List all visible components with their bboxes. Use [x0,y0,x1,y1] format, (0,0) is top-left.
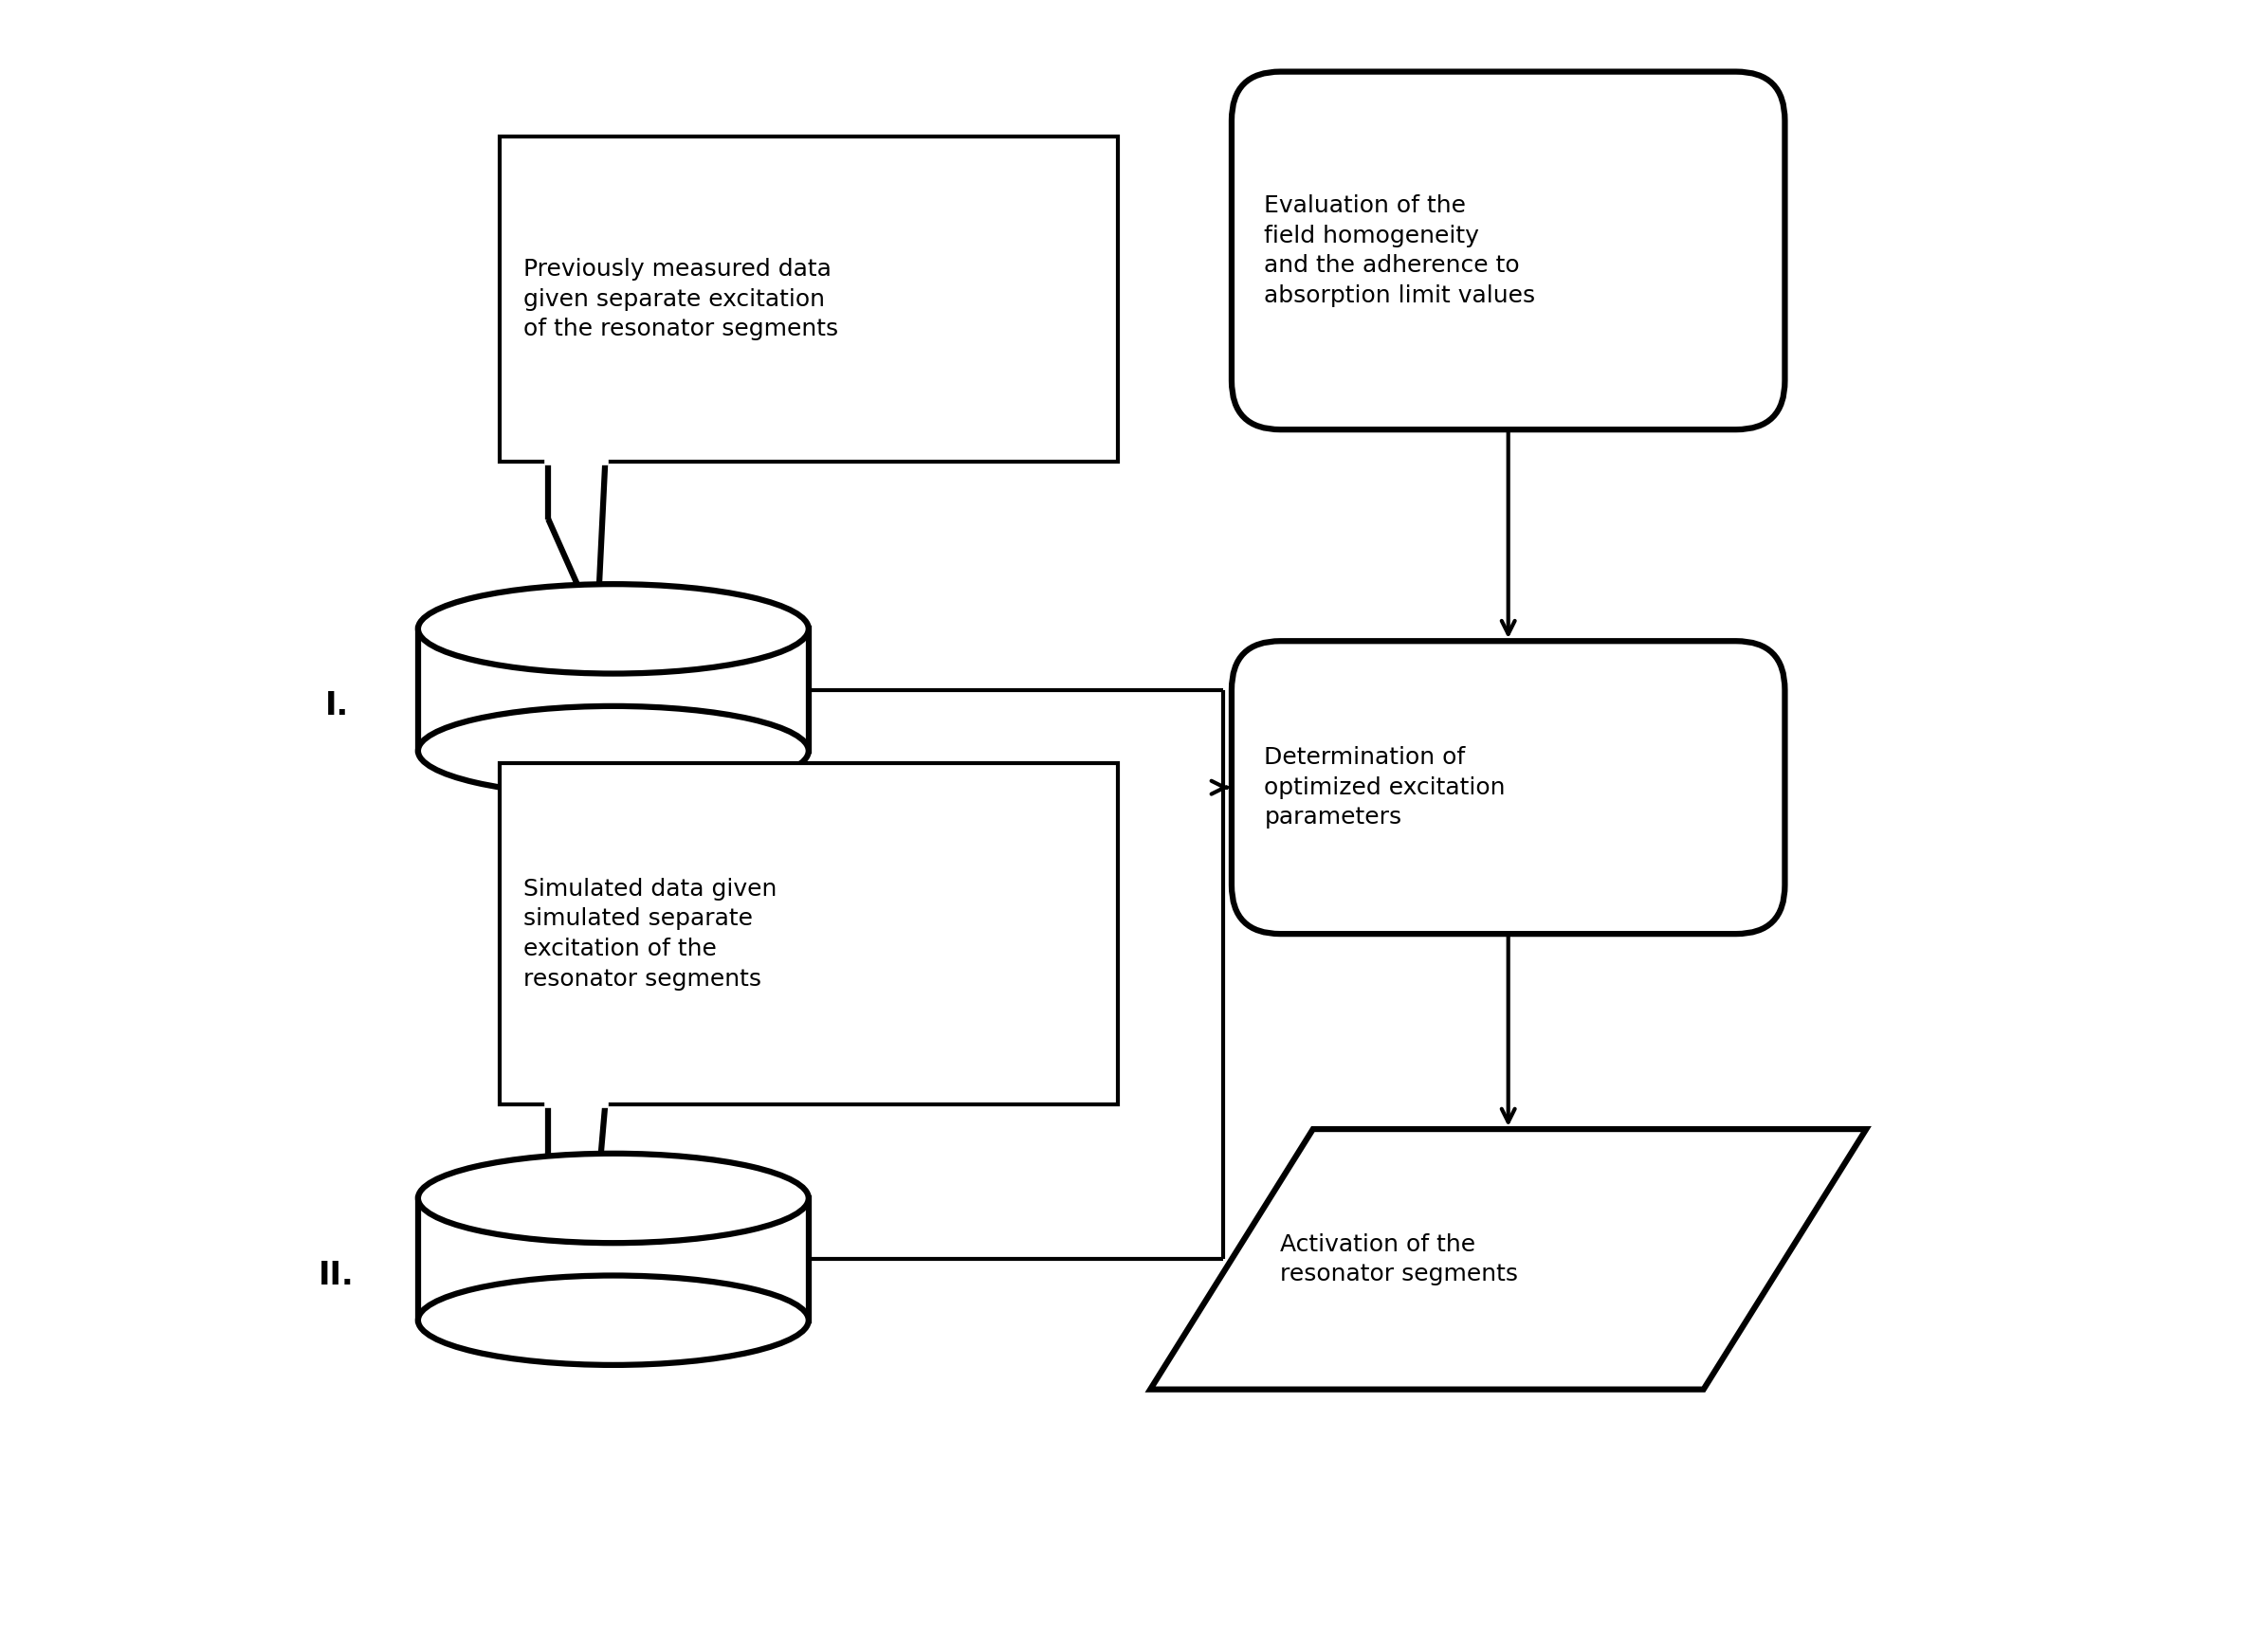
Text: Activation of the
resonator segments: Activation of the resonator segments [1281,1233,1520,1286]
FancyBboxPatch shape [1232,641,1785,933]
FancyBboxPatch shape [499,136,1118,462]
Ellipse shape [417,1276,810,1364]
Ellipse shape [417,584,810,674]
Ellipse shape [417,1153,810,1243]
Polygon shape [417,628,810,751]
Text: Evaluation of the
field homogeneity
and the adherence to
absorption limit values: Evaluation of the field homogeneity and … [1263,194,1535,307]
Text: Simulated data given
simulated separate
excitation of the
resonator segments: Simulated data given simulated separate … [524,877,778,991]
Polygon shape [417,1199,810,1320]
Text: II.: II. [320,1260,354,1291]
Polygon shape [1150,1128,1867,1389]
FancyBboxPatch shape [1232,72,1785,430]
Text: Previously measured data
given separate excitation
of the resonator segments: Previously measured data given separate … [524,257,839,341]
Ellipse shape [417,707,810,795]
FancyBboxPatch shape [499,763,1118,1105]
Text: I.: I. [324,690,349,722]
Text: Determination of
optimized excitation
parameters: Determination of optimized excitation pa… [1263,746,1506,828]
